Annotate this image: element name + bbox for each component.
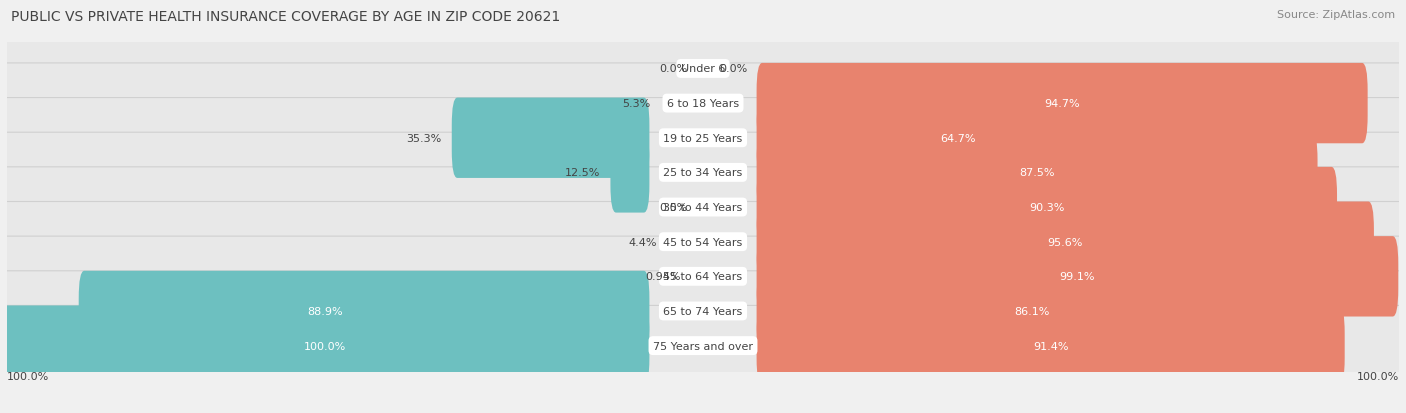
Text: 100.0%: 100.0% [7, 371, 49, 381]
Text: 87.5%: 87.5% [1019, 168, 1054, 178]
FancyBboxPatch shape [451, 98, 650, 178]
FancyBboxPatch shape [756, 202, 1374, 282]
FancyBboxPatch shape [79, 271, 650, 351]
FancyBboxPatch shape [1, 306, 650, 386]
Text: Source: ZipAtlas.com: Source: ZipAtlas.com [1277, 10, 1395, 20]
Text: 55 to 64 Years: 55 to 64 Years [664, 272, 742, 282]
FancyBboxPatch shape [1, 167, 1405, 248]
Text: 95.6%: 95.6% [1047, 237, 1083, 247]
FancyBboxPatch shape [1, 237, 1405, 317]
Text: 35 to 44 Years: 35 to 44 Years [664, 202, 742, 213]
Text: 0.94%: 0.94% [645, 272, 681, 282]
FancyBboxPatch shape [1, 98, 1405, 178]
Text: 99.1%: 99.1% [1060, 272, 1095, 282]
FancyBboxPatch shape [1, 133, 1405, 213]
Text: 12.5%: 12.5% [565, 168, 600, 178]
Text: PUBLIC VS PRIVATE HEALTH INSURANCE COVERAGE BY AGE IN ZIP CODE 20621: PUBLIC VS PRIVATE HEALTH INSURANCE COVER… [11, 10, 561, 24]
Text: 100.0%: 100.0% [304, 341, 346, 351]
FancyBboxPatch shape [1, 271, 1405, 351]
Text: 86.1%: 86.1% [1015, 306, 1050, 316]
FancyBboxPatch shape [1, 29, 1405, 109]
FancyBboxPatch shape [1, 202, 1405, 282]
Text: 0.0%: 0.0% [659, 64, 688, 74]
Text: Under 6: Under 6 [681, 64, 725, 74]
Text: 45 to 54 Years: 45 to 54 Years [664, 237, 742, 247]
Text: 91.4%: 91.4% [1033, 341, 1069, 351]
FancyBboxPatch shape [1, 64, 1405, 144]
FancyBboxPatch shape [756, 167, 1337, 248]
Text: 35.3%: 35.3% [406, 133, 441, 143]
Text: 5.3%: 5.3% [621, 99, 651, 109]
Text: 19 to 25 Years: 19 to 25 Years [664, 133, 742, 143]
FancyBboxPatch shape [756, 306, 1344, 386]
FancyBboxPatch shape [756, 133, 1317, 213]
FancyBboxPatch shape [756, 237, 1399, 317]
Text: 65 to 74 Years: 65 to 74 Years [664, 306, 742, 316]
Text: 90.3%: 90.3% [1029, 202, 1064, 213]
Text: 0.0%: 0.0% [659, 202, 688, 213]
FancyBboxPatch shape [756, 98, 1159, 178]
FancyBboxPatch shape [756, 64, 1368, 144]
FancyBboxPatch shape [1, 306, 1405, 386]
Text: 25 to 34 Years: 25 to 34 Years [664, 168, 742, 178]
Text: 94.7%: 94.7% [1045, 99, 1080, 109]
FancyBboxPatch shape [610, 133, 650, 213]
Text: 100.0%: 100.0% [1357, 371, 1399, 381]
Text: 88.9%: 88.9% [308, 306, 343, 316]
FancyBboxPatch shape [756, 271, 1308, 351]
Text: 6 to 18 Years: 6 to 18 Years [666, 99, 740, 109]
Text: 75 Years and over: 75 Years and over [652, 341, 754, 351]
Text: 4.4%: 4.4% [628, 237, 657, 247]
Text: 0.0%: 0.0% [718, 64, 747, 74]
Text: 64.7%: 64.7% [941, 133, 976, 143]
